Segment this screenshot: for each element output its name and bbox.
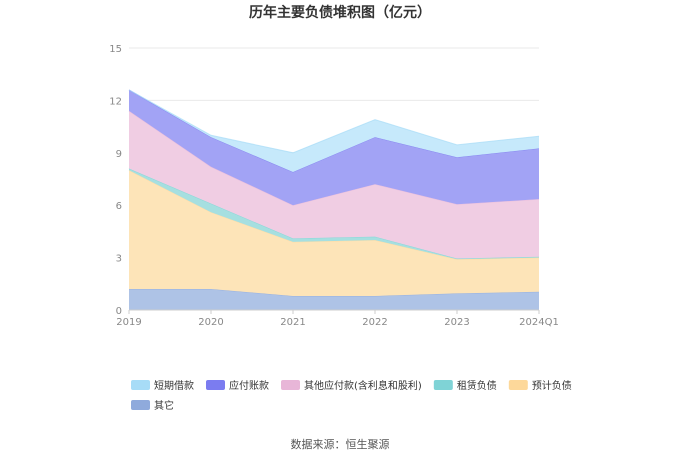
legend-swatch[interactable] (131, 400, 150, 410)
legend-label[interactable]: 其他应付款(含利息和股利) (304, 379, 422, 392)
area-1 (129, 170, 539, 296)
x-tick-label: 2020 (198, 317, 223, 328)
x-tick-label: 2019 (116, 317, 141, 328)
y-tick-label: 15 (109, 44, 122, 55)
y-tick-label: 6 (116, 201, 122, 212)
legend-label[interactable]: 短期借款 (154, 379, 194, 392)
legend-label[interactable]: 预计负债 (532, 379, 572, 392)
legend-label[interactable]: 租赁负债 (457, 379, 497, 392)
y-tick-label: 3 (116, 254, 122, 265)
x-tick-label: 2024Q1 (519, 317, 559, 328)
area-4 (129, 89, 539, 206)
y-tick-label: 0 (116, 306, 122, 317)
legend-label[interactable]: 其它 (154, 399, 174, 412)
area-3 (129, 110, 539, 259)
axes: 0 3 6 9 12 15 2019 2020 2021 2022 2023 2024Q1 (109, 44, 559, 328)
data-source: 数据来源：恒生聚源 (291, 437, 390, 451)
x-tick-label: 2022 (362, 317, 387, 328)
area-edge-5 (128, 89, 540, 154)
legend-label[interactable]: 应付账款 (229, 379, 269, 392)
legend-swatch[interactable] (206, 380, 225, 390)
y-tick-label: 9 (116, 149, 122, 160)
area-series (128, 89, 540, 310)
legend-swatch[interactable] (433, 380, 453, 390)
area-5 (129, 89, 539, 172)
chart-title: 历年主要负债堆积图（亿元） (249, 4, 431, 21)
legend-swatch[interactable] (131, 380, 150, 390)
legend-swatch[interactable] (508, 380, 528, 390)
x-tick-label: 2023 (444, 317, 469, 328)
y-tick-label: 12 (109, 96, 122, 107)
legend-swatch[interactable] (281, 380, 300, 390)
x-tick-label: 2021 (280, 317, 305, 328)
